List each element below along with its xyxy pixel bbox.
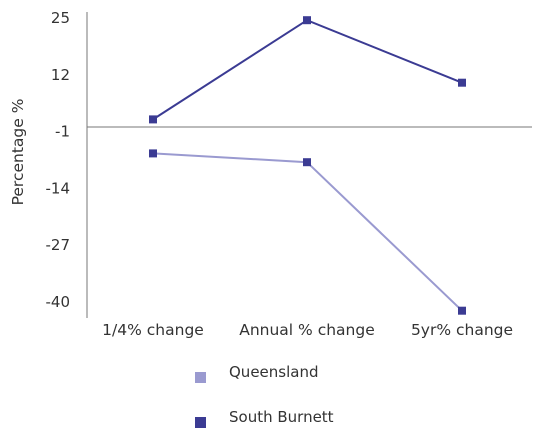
y-tick-label: -1: [55, 123, 70, 141]
data-point-queensland: [303, 158, 311, 167]
data-point-south-burnett: [458, 78, 466, 87]
legend-swatch-queensland: [195, 372, 206, 383]
legend: Queensland South Burnett: [195, 363, 334, 428]
y-axis-title: Percentage %: [9, 99, 27, 206]
x-category-label: Annual % change: [239, 321, 375, 339]
data-point-south-burnett: [149, 115, 157, 124]
x-category-label: 1/4% change: [102, 321, 204, 339]
y-tick-label: -14: [46, 179, 71, 197]
legend-label-south-burnett: South Burnett: [229, 408, 334, 426]
x-category-label: 5yr% change: [411, 321, 513, 339]
data-point-south-burnett: [303, 16, 311, 25]
y-tick-label: -40: [46, 293, 71, 311]
legend-label-queensland: Queensland: [229, 363, 318, 381]
series-line-south-burnett: [152, 19, 463, 121]
x-category-labels: 1/4% change Annual % change 5yr% change: [102, 321, 513, 339]
series-layer: [149, 16, 466, 315]
y-tick-label: 25: [51, 9, 70, 27]
data-point-queensland: [458, 306, 466, 315]
y-tick-label: 12: [51, 66, 70, 84]
legend-swatch-south-burnett: [195, 417, 206, 428]
series-line-queensland: [152, 152, 463, 312]
data-point-queensland: [149, 149, 157, 158]
y-tick-label: -27: [46, 236, 71, 254]
y-tick-labels: 25 12 -1 -14 -27 -40: [46, 9, 71, 311]
